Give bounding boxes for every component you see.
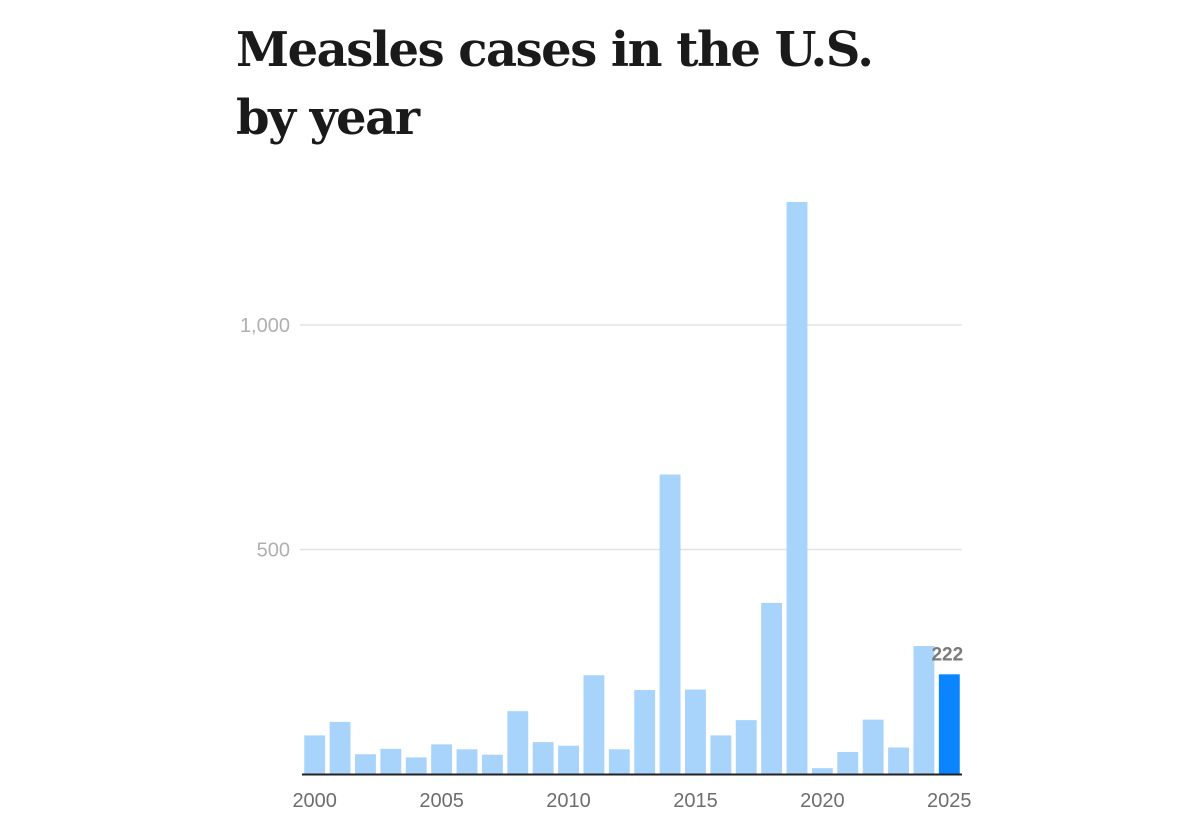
bar-2005 <box>431 744 453 774</box>
y-tick-label: 1,000 <box>240 315 290 337</box>
chart-title: Measles cases in the U.S. by year <box>236 22 874 146</box>
bar-2008 <box>507 711 529 774</box>
y-tick-label: 500 <box>257 540 290 562</box>
bar-2004 <box>405 757 427 774</box>
bars <box>304 201 960 775</box>
bar-2016 <box>710 735 732 774</box>
x-tick-label: 2020 <box>800 790 845 812</box>
bar-2011 <box>583 675 605 774</box>
bar-2012 <box>608 749 630 774</box>
x-axis-tick-labels: 2000 2005 2010 2015 2020 2025 <box>292 790 971 812</box>
bar-2013 <box>634 690 656 774</box>
x-tick-label: 2000 <box>292 790 337 812</box>
y-axis-tick-labels: 500 1,000 <box>240 315 290 562</box>
value-label-2025: 222 <box>931 644 963 665</box>
bar-2021 <box>837 752 859 774</box>
x-tick-label: 2010 <box>546 790 591 812</box>
bar-2001 <box>329 721 351 774</box>
bar-2010 <box>558 745 579 774</box>
bar-2018 <box>761 602 783 774</box>
bar-2019 <box>786 201 808 775</box>
bar-2025 <box>938 674 960 774</box>
bar-2007 <box>481 754 503 774</box>
bar-2020 <box>811 768 833 774</box>
bar-2015 <box>685 689 706 774</box>
bar-2024 <box>913 646 935 774</box>
value-labels: 222 <box>931 644 963 665</box>
x-tick-label: 2005 <box>419 790 464 812</box>
bar-2009 <box>532 742 554 774</box>
gridlines <box>300 324 962 551</box>
bar-2003 <box>380 748 402 774</box>
bar-2006 <box>456 749 478 774</box>
bar-2002 <box>355 754 376 774</box>
bar-2017 <box>735 720 757 774</box>
bar-2022 <box>862 719 884 774</box>
bar-2023 <box>888 747 909 774</box>
bar-2000 <box>304 735 326 774</box>
x-tick-label: 2015 <box>673 790 718 812</box>
bar-2014 <box>659 474 681 774</box>
x-tick-label: 2025 <box>927 790 972 812</box>
